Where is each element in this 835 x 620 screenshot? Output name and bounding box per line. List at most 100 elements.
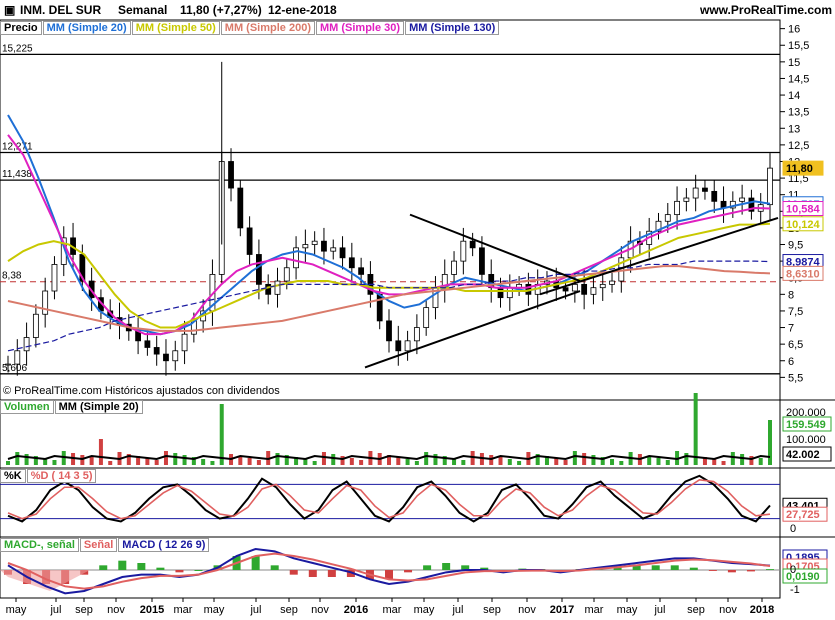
x-tick-label-17: mar	[585, 604, 604, 616]
footer-note: © ProRealTime.com Históricos ajustados c…	[3, 385, 280, 397]
trendline-up-2	[539, 216, 779, 296]
legend-price-1: MM (Simple 20)	[42, 21, 131, 35]
volume-tick-label-1: 100.000	[786, 434, 826, 446]
candle-body-3	[32, 313, 39, 338]
volume-bar-62	[582, 453, 587, 465]
period-label: Semanal	[118, 3, 168, 17]
candle-body-62	[581, 283, 588, 295]
price-tick-label-21: 16	[788, 24, 800, 36]
price-tag-label-2: 10,584	[786, 204, 821, 216]
volume-bar-46	[433, 454, 438, 465]
macd-hist-bar-15	[289, 570, 298, 575]
candle-body-19	[181, 333, 188, 352]
volume-bar-70	[656, 458, 661, 465]
x-tick-label-4: 2015	[140, 604, 164, 616]
macd-line-1	[7, 552, 771, 590]
candle-body-41	[386, 320, 392, 342]
macd-hist-bar-17	[327, 570, 336, 577]
header-icon: ▣	[4, 3, 16, 17]
candle-body-25	[237, 187, 244, 229]
volume-bar-54	[507, 459, 512, 465]
price-tick-label-16: 13,5	[788, 107, 809, 119]
candle-body-43	[404, 340, 411, 352]
trendline-down	[409, 213, 581, 282]
volume-bar-57	[535, 454, 540, 465]
stoch-legend: %K %D ( 14 3 5)	[0, 469, 97, 483]
candle-body-29	[274, 280, 281, 295]
price-tag-box-2	[782, 201, 824, 217]
macd-tag-box-2	[782, 568, 828, 584]
candle-body-50	[469, 240, 476, 249]
volume-tick-label-0: 200.000	[786, 407, 826, 419]
x-tick-label-3: nov	[107, 604, 125, 616]
volume-bar-44	[414, 461, 419, 465]
candle-body-15	[144, 340, 151, 348]
date-label: 12-ene-2018	[268, 3, 337, 17]
candle-body-42	[395, 340, 402, 352]
macd-hist-bar-9	[175, 570, 184, 573]
legend-volume-1: MM (Simple 20)	[54, 400, 143, 414]
x-tick-label-2: sep	[75, 604, 93, 616]
candle-body-0	[5, 363, 11, 366]
price-tick-label-5: 8	[788, 289, 794, 301]
candle-body-8	[79, 254, 86, 282]
candle-body-28	[265, 283, 272, 295]
volume-bar-41	[387, 455, 391, 465]
volume-bar-33	[312, 461, 317, 465]
x-tick-label-20: sep	[687, 604, 705, 616]
candle-body-16	[153, 347, 160, 355]
volume-tag-box-0	[782, 416, 832, 432]
volume-bar-75	[702, 457, 707, 465]
volume-bar-32	[303, 459, 308, 465]
macd-hist-bar-24	[461, 565, 470, 570]
volume-bar-15	[145, 458, 150, 465]
volume-bar-60	[563, 460, 568, 465]
volume-bar-78	[730, 452, 735, 465]
candle-body-65	[609, 280, 615, 285]
volume-bar-65	[610, 459, 615, 465]
candle-body-18	[172, 350, 179, 362]
legend-price-5: MM (Simple 130)	[405, 21, 500, 35]
price-tag-box-3	[782, 216, 824, 232]
macd-hist-bar-10	[194, 570, 203, 571]
volume-bar-71	[665, 460, 670, 465]
candle-body-70	[655, 220, 662, 232]
x-tick-label-13: jul	[451, 604, 463, 616]
level-label-2: 11,438	[2, 169, 32, 180]
stoch-tag-box-1	[782, 506, 828, 522]
price-tick-label-11: 11	[788, 190, 799, 202]
price-tick-label-14: 12,5	[788, 140, 809, 152]
volume-bar-55	[517, 461, 522, 465]
level-label-0: 15,225	[2, 43, 33, 54]
price-tag-4: 8,9874	[782, 254, 824, 270]
volume-bar-69	[647, 456, 652, 465]
candle-body-34	[321, 240, 327, 252]
price-tag-label-4: 8,9874	[786, 257, 821, 269]
candle-body-31	[293, 247, 299, 269]
volume-bar-3	[33, 456, 38, 465]
macd-hist-bar-7	[137, 563, 146, 570]
x-tick-label-18: may	[617, 604, 638, 616]
volume-tag-box-1	[782, 446, 832, 462]
volume-bar-74	[693, 393, 698, 465]
x-tick-label-21: nov	[719, 604, 737, 616]
plot-frame	[0, 19, 781, 599]
x-tick-label-19: jul	[653, 604, 665, 616]
candle-body-51	[479, 247, 485, 275]
price-tag-label-3: 10,124	[786, 219, 821, 231]
candle-body-17	[163, 353, 169, 362]
price-tick-label-18: 14,5	[788, 73, 809, 85]
level-label-4: 5,606	[2, 363, 27, 374]
legend-price-3: MM (Simple 200)	[220, 21, 315, 35]
candle-body-61	[571, 283, 578, 292]
volume-bar-63	[591, 455, 596, 465]
level-label-3: 8,38	[2, 271, 22, 282]
volume-tag-label-0: 159.549	[786, 419, 826, 431]
legend-macd-0: MACD-, señal	[0, 538, 79, 552]
candle-body-33	[311, 240, 318, 245]
legend-volume-0: Volumen	[0, 400, 54, 414]
macd-hist-bar-34	[651, 565, 660, 570]
candle-body-80	[748, 197, 755, 212]
volume-bar-22	[210, 461, 215, 465]
